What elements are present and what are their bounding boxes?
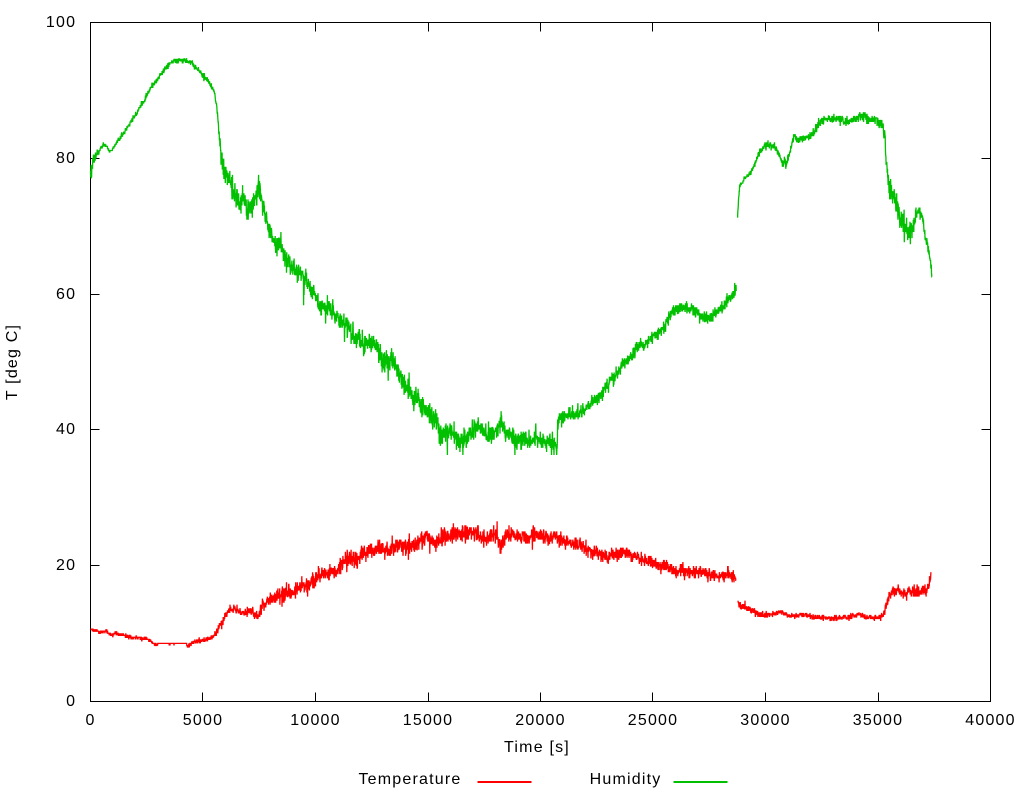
svg-text:10000: 10000 (290, 712, 341, 729)
svg-text:80: 80 (56, 150, 76, 167)
svg-text:0: 0 (85, 712, 95, 729)
svg-text:100: 100 (46, 14, 76, 31)
svg-text:40000: 40000 (965, 712, 1016, 729)
svg-text:35000: 35000 (853, 712, 904, 729)
svg-text:40: 40 (56, 421, 76, 438)
svg-text:30000: 30000 (740, 712, 791, 729)
svg-text:20: 20 (56, 557, 76, 574)
svg-text:20000: 20000 (515, 712, 566, 729)
svg-text:15000: 15000 (403, 712, 454, 729)
svg-text:T [deg C]: T [deg C] (4, 324, 21, 400)
svg-text:Time [s]: Time [s] (504, 739, 570, 756)
svg-text:60: 60 (56, 286, 76, 303)
svg-text:0: 0 (66, 693, 76, 710)
svg-text:Temperature: Temperature (358, 771, 461, 788)
svg-text:5000: 5000 (183, 712, 223, 729)
svg-text:Humidity: Humidity (590, 771, 662, 788)
svg-text:25000: 25000 (628, 712, 679, 729)
